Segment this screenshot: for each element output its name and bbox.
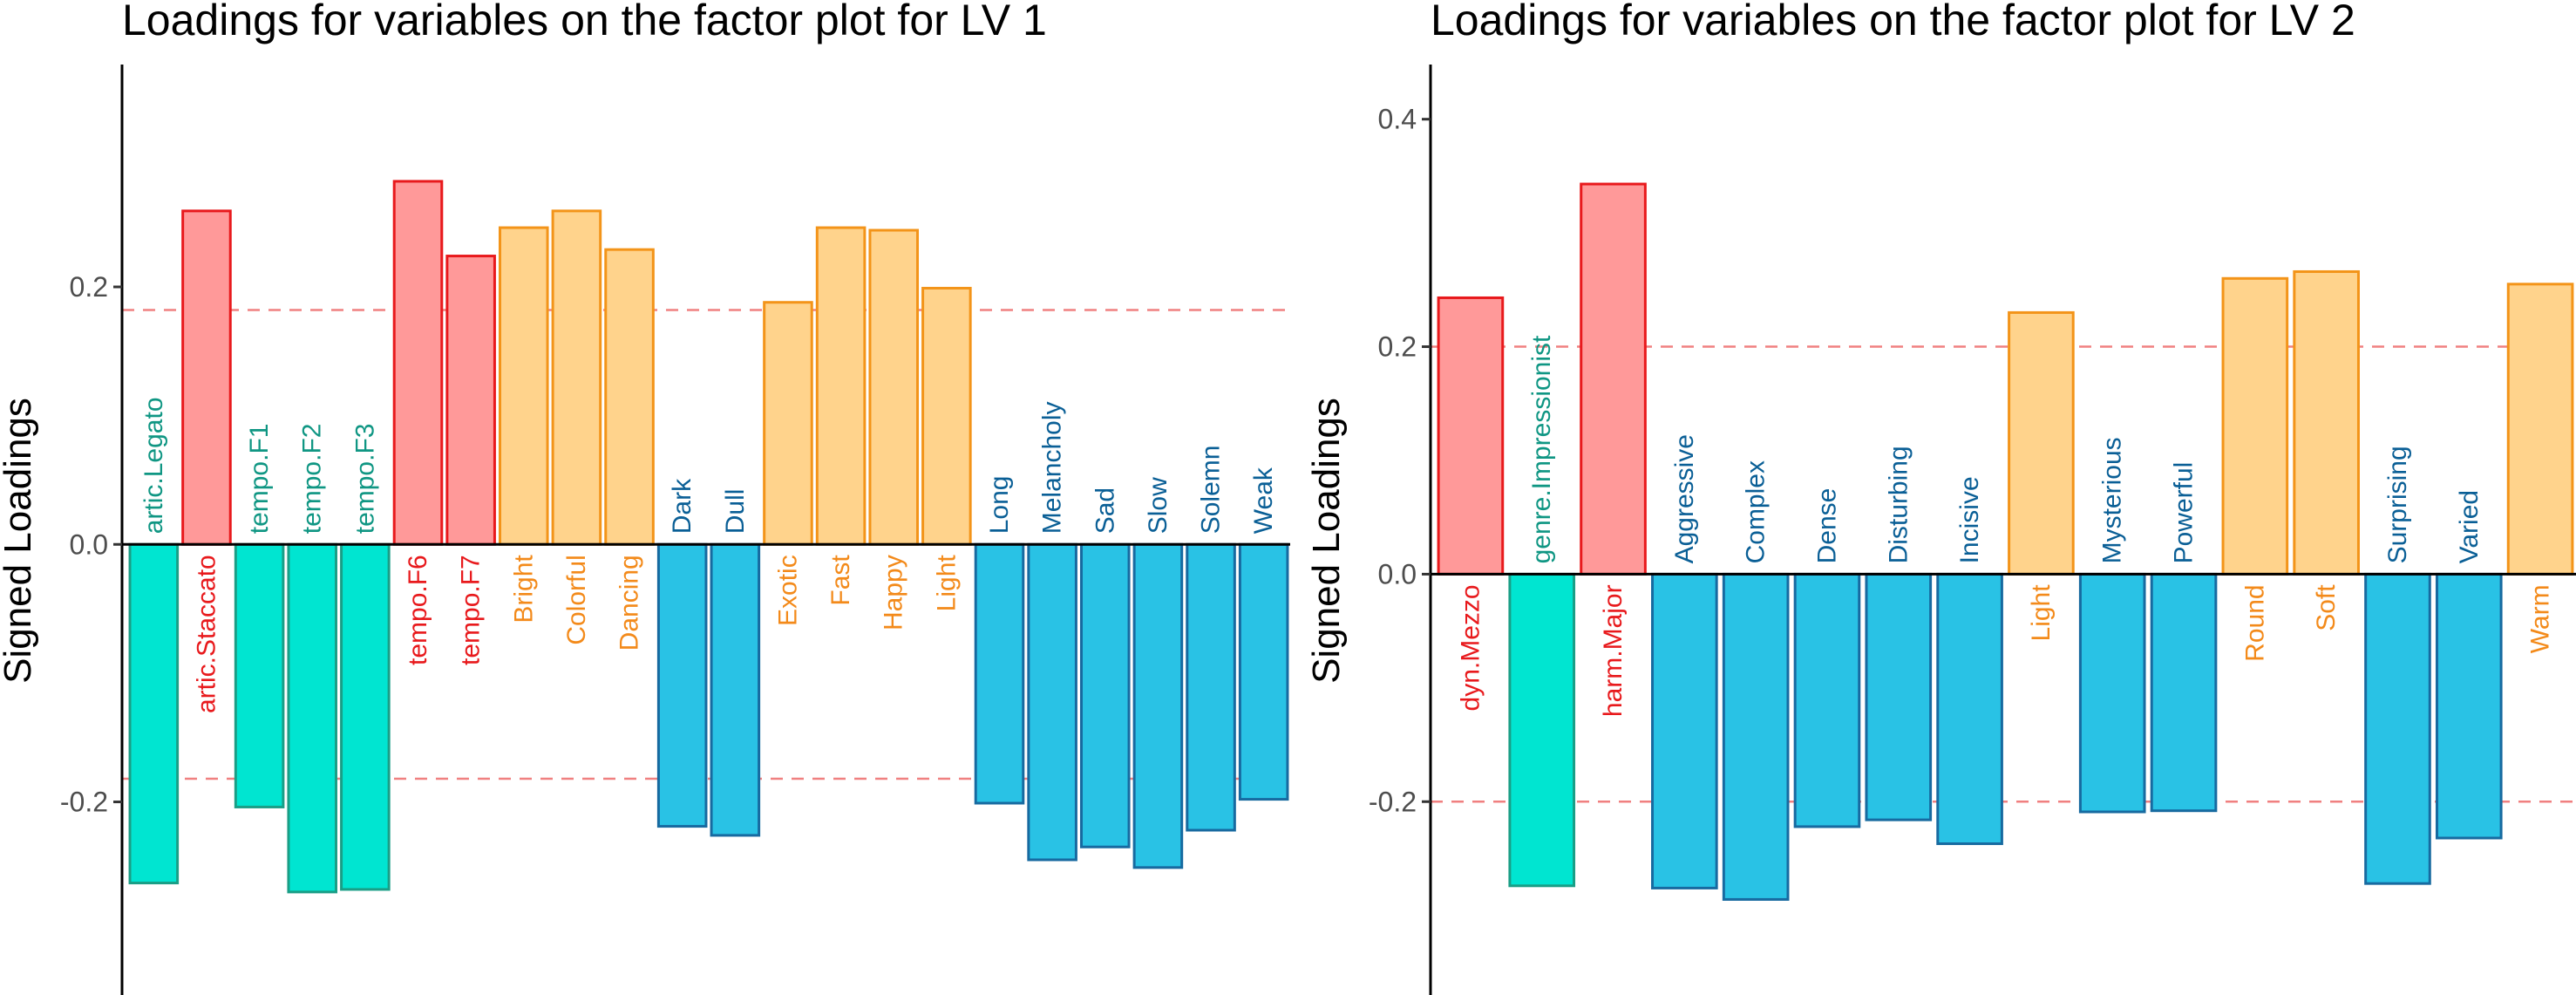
bar-label: Disturbing [1884, 446, 1913, 563]
bar-weak [1238, 542, 1289, 801]
bar-tempo-f1 [234, 542, 285, 808]
bar-light [921, 286, 972, 546]
bar-fast [815, 226, 867, 546]
bar-label: Aggressive [1670, 434, 1699, 563]
bar-label: Dull [721, 489, 750, 535]
bar-label: Happy [880, 555, 908, 630]
bar-dark [656, 542, 708, 828]
y-tick-label: 0.2 [1378, 331, 1417, 363]
bar-dense [1793, 572, 1861, 828]
bar-melancholy [1027, 542, 1077, 862]
bar-labels: dyn.Mezzo genre.Impressionist harm.Major Ag… [1456, 335, 2554, 717]
bar-harm-major [1580, 182, 1647, 576]
bar-solemn [1186, 542, 1236, 832]
bar-label: Exotic [773, 555, 802, 626]
bar-tempo-f3 [340, 542, 391, 891]
bar-complex [1722, 572, 1790, 901]
y-tick-label: -0.2 [1369, 786, 1417, 817]
bar-label: Melancholy [1038, 402, 1067, 535]
bar-label: tempo.F3 [350, 424, 379, 535]
bar-round [2221, 276, 2289, 576]
bar-sad [1079, 542, 1131, 848]
bars [1431, 182, 2576, 901]
bar-label: tempo.F1 [245, 424, 274, 535]
bar-label: Bright [509, 555, 538, 624]
bar-label: genre.Impressionist [1527, 335, 1556, 563]
bar-tempo-f6 [392, 180, 444, 546]
y-tick-label: 0.2 [70, 271, 108, 303]
bar-varied [2435, 572, 2503, 840]
bar-surprising [2364, 572, 2431, 885]
bar-label: Incisive [1955, 476, 1984, 563]
bar-aggressive [1651, 572, 1718, 889]
bar-genre-impressionist [1508, 572, 1576, 888]
y-axis-label: Signed Loadings [1305, 398, 1348, 684]
bar-dancing [604, 248, 655, 546]
bar-bright [498, 226, 549, 546]
chart-title: Loadings for variables on the factor plo… [122, 0, 1047, 44]
y-tick-label: 0.0 [1378, 558, 1417, 590]
bar-label: Complex [1742, 460, 1771, 563]
bar-exotic [763, 301, 813, 546]
bar-label: harm.Major [1599, 584, 1628, 717]
bar-mysterious [2078, 572, 2146, 814]
bar-dull [710, 542, 761, 837]
chart-title: Loadings for variables on the factor plo… [1431, 0, 2355, 44]
bar-label: Warm [2526, 584, 2555, 653]
bar-artic-staccato [181, 209, 232, 546]
bar-labels: artic.Legato artic.Staccato tempo.F1 tempo.… [139, 397, 1278, 713]
bar-tempo-f7 [445, 255, 496, 546]
bar-label: Powerful [2170, 462, 2199, 564]
bar-slow [1132, 542, 1184, 869]
bar-happy [868, 228, 920, 546]
y-axis: -0.2 0.0 0.2 0.4 [1369, 65, 1432, 995]
bar-label: Varied [2455, 490, 2484, 564]
bars [122, 180, 1290, 894]
bar-tempo-f2 [287, 542, 338, 894]
bar-label: Long [985, 476, 1014, 535]
bar-long [974, 542, 1025, 805]
chart-panel-lv1: Loadings for variables on the factor plo… [0, 0, 1290, 995]
bar-label: Light [932, 555, 961, 612]
bar-label: tempo.F2 [298, 424, 327, 535]
y-tick-label: -0.2 [60, 787, 108, 818]
bar-label: Sad [1091, 487, 1119, 534]
chart-panel-lv2: Loadings for variables on the factor plo… [1305, 0, 2576, 995]
bar-label: artic.Legato [139, 397, 168, 534]
bar-label: Fast [826, 555, 855, 606]
bar-colorful [551, 209, 602, 546]
bar-label: dyn.Mezzo [1456, 584, 1485, 711]
bar-label: Light [2027, 584, 2056, 642]
bar-label: tempo.F7 [457, 555, 486, 665]
y-tick-label: 0.0 [70, 528, 108, 560]
bar-label: Slow [1144, 477, 1172, 534]
bar-label: Weak [1249, 467, 1278, 534]
bar-soft [2293, 269, 2360, 576]
bar-label: Dancing [615, 555, 644, 651]
y-axis-label: Signed Loadings [0, 398, 39, 684]
bar-label: Surprising [2383, 446, 2412, 563]
bar-incisive [1936, 572, 2003, 846]
bar-warm [2506, 283, 2574, 576]
bar-label: Dark [668, 478, 697, 534]
bar-powerful [2150, 572, 2218, 813]
bar-artic-legato [128, 542, 180, 885]
bar-label: artic.Staccato [192, 555, 221, 713]
bar-dyn-mezzo [1437, 296, 1505, 576]
y-axis: -0.2 0.0 0.2 [60, 65, 124, 995]
bar-disturbing [1865, 572, 1933, 821]
bar-label: Round [2240, 584, 2269, 661]
bar-label: Dense [1812, 488, 1841, 564]
bar-label: Mysterious [2098, 437, 2127, 563]
bar-light [2008, 310, 2075, 576]
bar-label: Colorful [562, 555, 591, 644]
bar-label: Soft [2312, 584, 2341, 631]
bar-label: tempo.F6 [404, 555, 432, 665]
bar-label: Solemn [1197, 446, 1226, 535]
y-tick-label: 0.4 [1378, 104, 1417, 135]
